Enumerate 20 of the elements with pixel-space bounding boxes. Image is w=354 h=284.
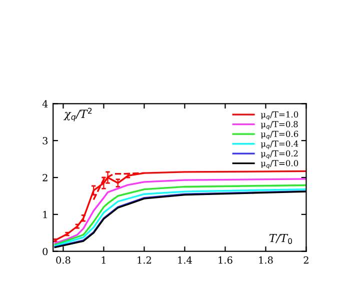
y-tick-label: 0 — [42, 248, 48, 256]
legend-label: μ$_{q}$/T=0.6 — [260, 130, 298, 140]
x-axis-title: T/T$_{0}$ — [269, 234, 292, 244]
x-tick-label: 1.4 — [178, 256, 192, 264]
legend-label: μ$_{q}$/T=1.0 — [260, 111, 298, 120]
legend-label: μ$_{q}$/T=0.2 — [260, 150, 298, 159]
legend-label: μ$_{q}$/T=0.8 — [260, 120, 298, 130]
x-tick-label: 0.8 — [56, 256, 70, 264]
x-tick-label: 2 — [304, 256, 308, 264]
legend-label: μ$_{q}$/T=0.4 — [260, 140, 298, 150]
x-tick-label: 1.2 — [138, 256, 151, 264]
legend-label: μ$_{q}$/T=0.0 — [260, 160, 298, 169]
y-axis-title: χ$_{q}$/T$^{2}$ — [63, 108, 92, 122]
y-tick-label: 3 — [42, 137, 48, 144]
y-tick-label: 4 — [42, 100, 48, 108]
y-tick-label: 1 — [43, 210, 47, 218]
x-tick-label: 1 — [102, 256, 106, 264]
x-tick-label: 1.8 — [259, 256, 273, 264]
x-tick-label: 1.6 — [218, 256, 232, 264]
y-tick-label: 2 — [42, 174, 48, 182]
